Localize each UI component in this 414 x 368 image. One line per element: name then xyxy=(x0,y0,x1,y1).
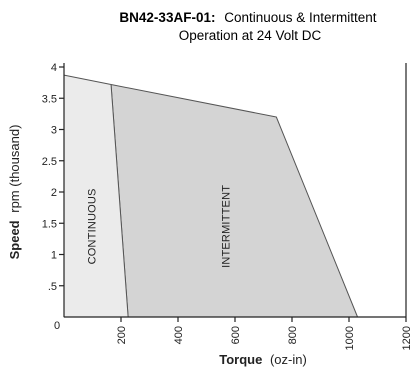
region-label-continuous: CONTINUOUS xyxy=(86,188,98,264)
chart-title-line2: Operation at 24 Volt DC xyxy=(179,28,322,43)
x-tick-label: 1000 xyxy=(344,326,356,350)
regions-layer xyxy=(63,74,359,318)
region-labels-layer: CONTINUOUS INTERMITTENT xyxy=(86,185,232,268)
x-axis-label-bold: Torque xyxy=(219,352,262,367)
chart-title-model: BN42-33AF-01: xyxy=(119,10,215,25)
x-tick-label: 400 xyxy=(173,326,185,344)
x-tick-label: 800 xyxy=(287,326,299,344)
y-axis-label-unit: rpm (thousand) xyxy=(7,125,22,213)
chart-title-line1: BN42-33AF-01: Continuous & Intermittent xyxy=(119,10,376,25)
region-label-intermittent: INTERMITTENT xyxy=(220,185,232,268)
y-axis-label-bold: Speed xyxy=(7,220,22,259)
ticks-layer: .5 1 1.5 2 2.5 3 3.5 4 200 400 600 800 1000 1200 0 xyxy=(42,62,413,350)
x-tick-label: 200 xyxy=(116,326,128,344)
y-tick-label: 3.5 xyxy=(42,93,57,105)
x-tick-label: 600 xyxy=(230,326,242,344)
y-tick-label: .5 xyxy=(48,281,57,293)
y-tick-label: 1 xyxy=(51,250,57,262)
x-tick-label: 1200 xyxy=(401,326,413,350)
y-tick-label: 2 xyxy=(51,187,57,199)
x-axis-label: Torque (oz-in) xyxy=(219,352,307,367)
y-tick-label: 3 xyxy=(51,125,57,137)
y-tick-label: 4 xyxy=(51,62,57,74)
y-axis-label: Speed rpm (thousand) xyxy=(7,125,22,260)
y-tick-label: 2.5 xyxy=(42,156,57,168)
x-origin-label: 0 xyxy=(54,320,60,332)
region-intermittent xyxy=(110,84,359,318)
chart-title-rest: Continuous & Intermittent xyxy=(224,10,377,25)
x-axis-label-unit: (oz-in) xyxy=(270,352,307,367)
y-tick-label: 1.5 xyxy=(42,218,57,230)
